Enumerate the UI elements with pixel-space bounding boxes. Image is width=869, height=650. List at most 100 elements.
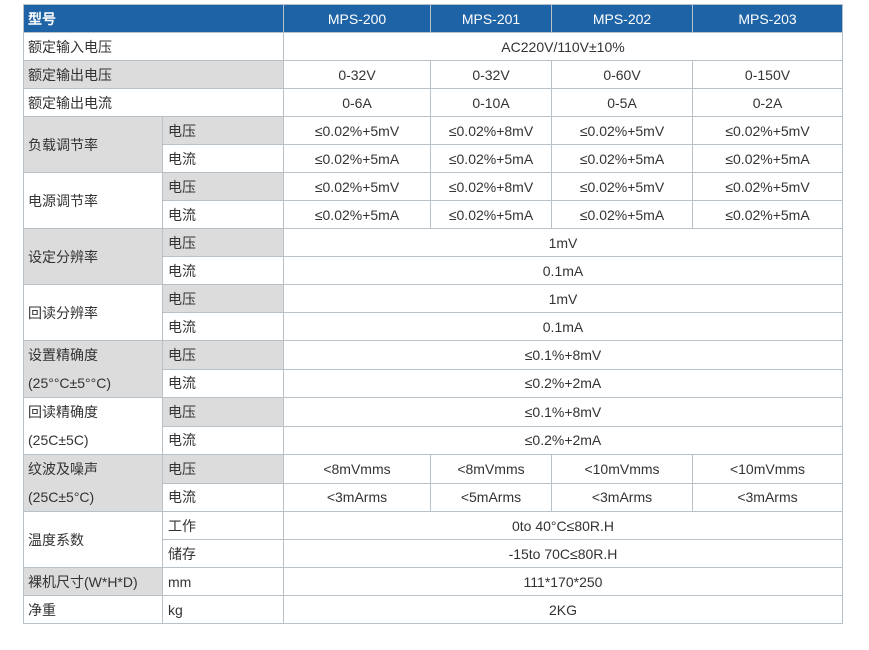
cell-value: ≤0.02%+5mV: [551, 116, 693, 145]
cell-value: ≤0.02%+5mV: [551, 172, 693, 201]
row-label: 净重: [23, 595, 163, 624]
cell-value: 0.1mA: [283, 256, 843, 285]
cell-value: <5mArms: [430, 482, 552, 512]
cell-value: <3mArms: [283, 482, 431, 512]
header-model: MPS-202: [551, 4, 693, 33]
row-label: 额定输入电压: [23, 32, 284, 61]
table-row: 纹波及噪声 (25C±5°C) 电压 <8mVmms <8mVmms <10mV…: [23, 454, 843, 512]
sub-label: 电流: [162, 425, 284, 455]
cell-value: 1mV: [283, 228, 843, 257]
sub-label: 电压: [162, 454, 284, 484]
header-row: 型号 MPS-200 MPS-201 MPS-202 MPS-203: [23, 4, 843, 33]
cell-value: <3mArms: [692, 482, 843, 512]
row-condition: (25C±5C): [28, 432, 89, 448]
table-row: 电流 ≤0.02%+5mA ≤0.02%+5mA ≤0.02%+5mA ≤0.0…: [24, 144, 843, 173]
table-row: 电流 <3mArms <5mArms <3mArms <3mArms: [24, 482, 843, 512]
cell-value: ≤0.02%+5mA: [692, 144, 843, 173]
cell-value: ≤0.02%+5mA: [551, 200, 693, 229]
cell-value: ≤0.02%+5mA: [283, 144, 431, 173]
cell-value: ≤0.02%+5mA: [430, 144, 552, 173]
cell-value: <10mVmms: [692, 454, 843, 484]
sub-label: 电流: [162, 368, 284, 398]
cell-value: ≤0.02%+5mA: [430, 200, 552, 229]
row-label: 额定输出电流: [23, 88, 284, 117]
table-row: 电流 0.1mA: [24, 312, 843, 341]
cell-value: ≤0.1%+8mV: [283, 397, 843, 427]
table-row: 电流 ≤0.2%+2mA: [24, 368, 843, 398]
table-row: 回读分辨率 电压 1mV: [23, 284, 843, 341]
cell-value: ≤0.02%+5mV: [283, 172, 431, 201]
sub-label: 电压: [162, 340, 284, 370]
sub-label: 电流: [162, 200, 284, 229]
cell-value: 0-60V: [551, 60, 693, 89]
row-label: 电源调节率: [23, 172, 163, 229]
sub-label: 电压: [162, 172, 284, 201]
sub-label: 电流: [162, 312, 284, 341]
row-label: 负载调节率: [23, 116, 163, 173]
cell-value: ≤0.2%+2mA: [283, 425, 843, 455]
row-label: 回读分辨率: [23, 284, 163, 341]
sub-label: 储存: [162, 539, 284, 568]
row-condition: (25°°C±5°°C): [28, 375, 111, 391]
header-model: MPS-201: [430, 4, 552, 33]
row-label: 温度系数: [23, 511, 163, 568]
cell-value: 0-32V: [283, 60, 431, 89]
row-label-block: 回读精确度 (25C±5C): [23, 397, 163, 455]
sub-label: 电压: [162, 284, 284, 313]
cell-value: AC220V/110V±10%: [283, 32, 843, 61]
cell-value: ≤0.02%+8mV: [430, 116, 552, 145]
sub-label: 电流: [162, 144, 284, 173]
cell-value: <8mVmms: [430, 454, 552, 484]
cell-value: 0-5A: [551, 88, 693, 117]
table-row: 电流 ≤0.02%+5mA ≤0.02%+5mA ≤0.02%+5mA ≤0.0…: [24, 200, 843, 229]
table-row: 额定输出电流 0-6A 0-10A 0-5A 0-2A: [23, 88, 843, 117]
sub-label: 电压: [162, 228, 284, 257]
sub-label: 电流: [162, 256, 284, 285]
row-label-block: 设置精确度 (25°°C±5°°C): [23, 340, 163, 398]
cell-value: 0-32V: [430, 60, 552, 89]
cell-value: ≤0.02%+5mA: [692, 200, 843, 229]
table-row: 设定分辨率 电压 1mV: [23, 228, 843, 285]
table-row: 温度系数 工作 0to 40°C≤80R.H: [23, 511, 843, 568]
cell-value: 111*170*250: [283, 567, 843, 596]
sub-label: 电压: [162, 116, 284, 145]
header-model: MPS-200: [283, 4, 431, 33]
spec-table: 型号 MPS-200 MPS-201 MPS-202 MPS-203 额定输入电…: [23, 4, 843, 624]
row-label: 回读精确度: [28, 404, 98, 420]
row-label-block: 纹波及噪声 (25C±5°C): [23, 454, 163, 512]
row-label: 裸机尺寸(W*H*D): [23, 567, 163, 596]
cell-value: 0.1mA: [283, 312, 843, 341]
cell-value: 0-150V: [692, 60, 843, 89]
row-label: 设定分辨率: [23, 228, 163, 285]
cell-value: ≤0.02%+5mA: [283, 200, 431, 229]
table-row: 储存 -15to 70C≤80R.H: [24, 539, 843, 568]
row-label: 额定输出电压: [23, 60, 284, 89]
cell-value: ≤0.02%+5mV: [283, 116, 431, 145]
table-row: 净重 kg 2KG: [23, 595, 843, 624]
cell-value: ≤0.02%+5mA: [551, 144, 693, 173]
table-row: 电流 0.1mA: [24, 256, 843, 285]
cell-value: ≤0.02%+5mV: [692, 116, 843, 145]
row-label: 设置精确度: [28, 347, 98, 363]
row-condition: (25C±5°C): [28, 489, 95, 505]
cell-value: ≤0.02%+5mV: [692, 172, 843, 201]
sub-label: mm: [162, 567, 284, 596]
cell-value: 0-2A: [692, 88, 843, 117]
table-row: 回读精确度 (25C±5C) 电压 ≤0.1%+8mV: [23, 397, 843, 455]
cell-value: 1mV: [283, 284, 843, 313]
table-row: 设置精确度 (25°°C±5°°C) 电压 ≤0.1%+8mV: [23, 340, 843, 398]
header-model: MPS-203: [692, 4, 843, 33]
table-row: 额定输入电压 AC220V/110V±10%: [23, 32, 843, 61]
cell-value: ≤0.1%+8mV: [283, 340, 843, 370]
cell-value: -15to 70C≤80R.H: [283, 539, 843, 568]
cell-value: <8mVmms: [283, 454, 431, 484]
table-row: 负载调节率 电压 ≤0.02%+5mV ≤0.02%+8mV ≤0.02%+5m…: [23, 116, 843, 173]
cell-value: ≤0.2%+2mA: [283, 368, 843, 398]
table-row: 额定输出电压 0-32V 0-32V 0-60V 0-150V: [23, 60, 843, 89]
cell-value: 0to 40°C≤80R.H: [283, 511, 843, 540]
cell-value: ≤0.02%+8mV: [430, 172, 552, 201]
cell-value: 2KG: [283, 595, 843, 624]
table-row: 裸机尺寸(W*H*D) mm 111*170*250: [23, 567, 843, 596]
cell-value: 0-10A: [430, 88, 552, 117]
sub-label: kg: [162, 595, 284, 624]
